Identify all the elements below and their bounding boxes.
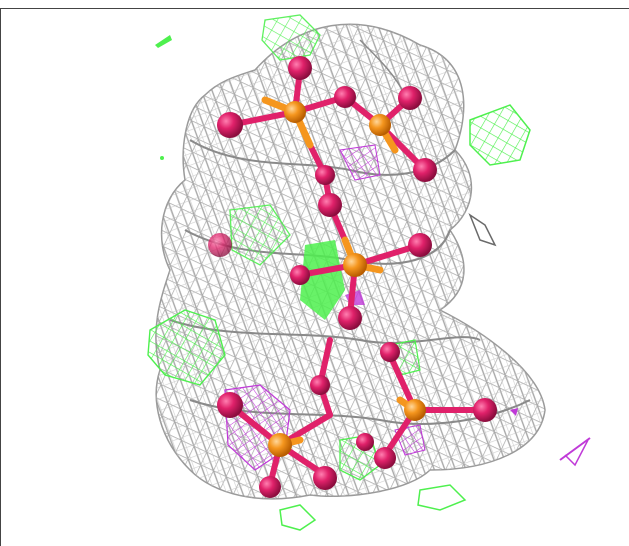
viewport-top-border	[0, 8, 629, 9]
viewport-left-border	[0, 8, 1, 546]
molecule-atoms	[208, 56, 497, 498]
positive-difference-density	[147, 14, 531, 531]
